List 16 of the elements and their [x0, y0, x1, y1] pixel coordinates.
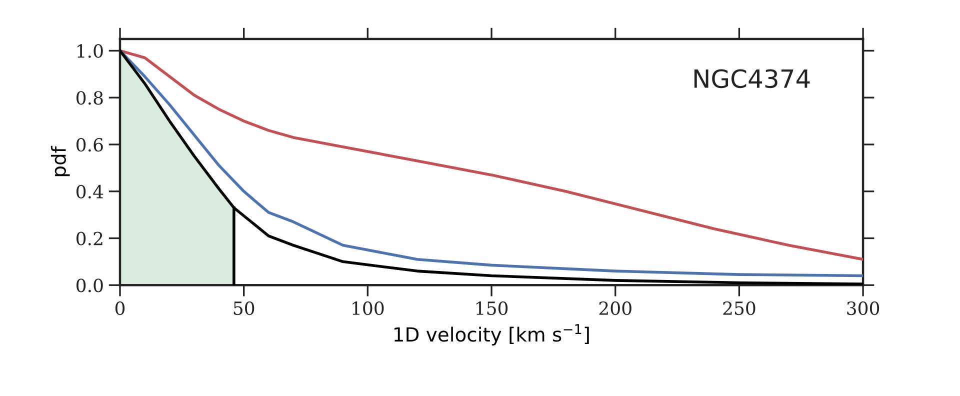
x-tick-label: 300: [847, 301, 880, 316]
x-tick-label: 50: [234, 301, 254, 316]
x-tick-label: 0: [115, 301, 125, 316]
x-axis-title: 1D velocity [km s$^{−1}$]: [394, 324, 589, 346]
y-tick-label: 0.6: [76, 138, 103, 152]
annotation: NGC4374: [694, 69, 810, 88]
x-tick-label: 150: [476, 301, 508, 316]
y-tick-label: 0.2: [76, 232, 102, 246]
y-axis-title: pdf: [50, 146, 70, 176]
y-tick-label: 1.0: [78, 44, 103, 58]
y-tick-label: 0.0: [76, 278, 103, 292]
x-tick-label: 200: [599, 301, 632, 316]
y-tick-label: 0.4: [76, 184, 104, 198]
y-tick-label: 0.8: [76, 91, 103, 105]
x-tick-label: 250: [723, 301, 756, 316]
x-tick-label: 100: [352, 301, 384, 316]
